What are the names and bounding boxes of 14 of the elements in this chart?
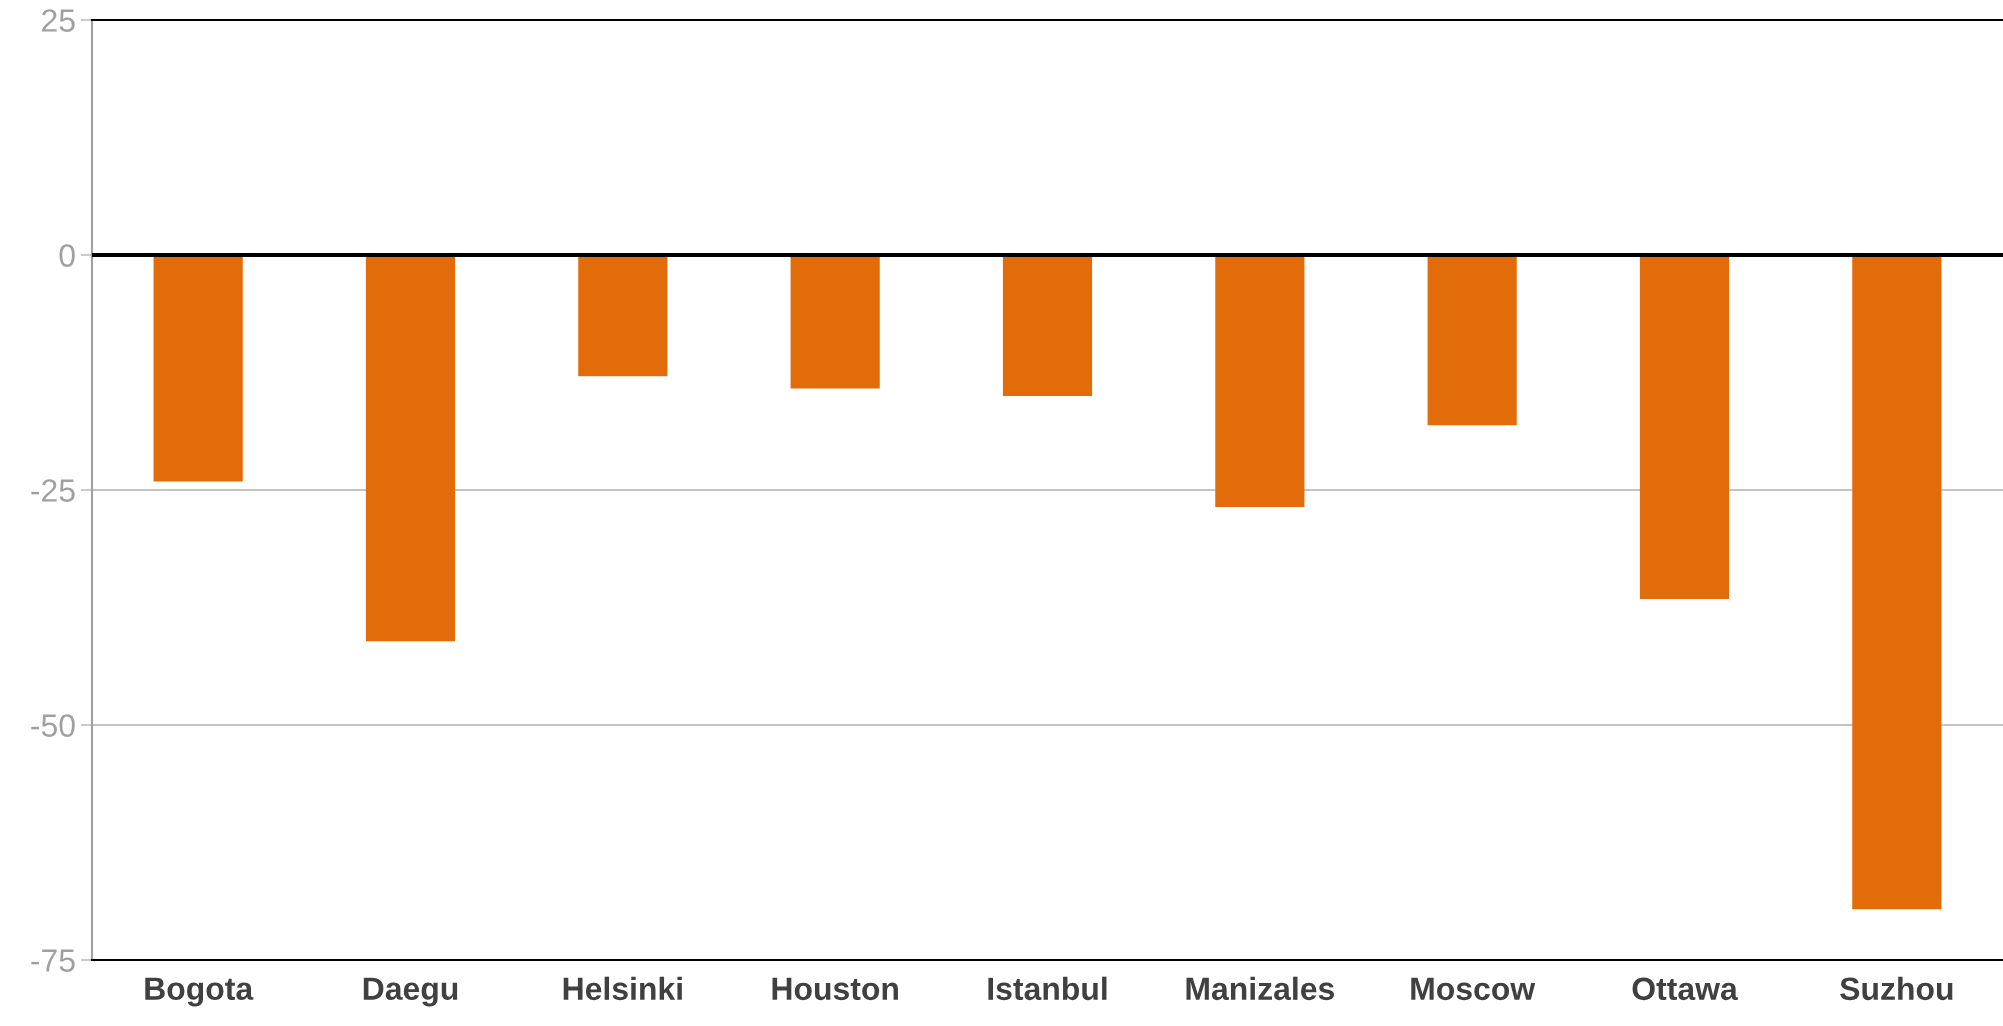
y-tick-label: -25: [31, 479, 75, 502]
x-tick-label: Manizales: [1186, 976, 1334, 1001]
y-tick-label: 0: [59, 244, 75, 267]
y-tick-label: -50: [31, 714, 75, 737]
x-tick-label: Suzhou: [1840, 976, 1953, 1001]
x-tick-label: Ottawa: [1632, 977, 1738, 1001]
y-tick-label: -75: [31, 949, 75, 972]
x-tick-label: Helsinki: [563, 976, 682, 1001]
x-tick-label: Istanbul: [988, 976, 1107, 1001]
x-tick-label: Moscow: [1411, 977, 1536, 1001]
x-tick-label: Daegu: [363, 977, 458, 1007]
x-tick-label: Houston: [772, 977, 898, 1001]
y-tick-label: 25: [42, 9, 75, 32]
x-tick-label: Bogota: [145, 977, 254, 1007]
